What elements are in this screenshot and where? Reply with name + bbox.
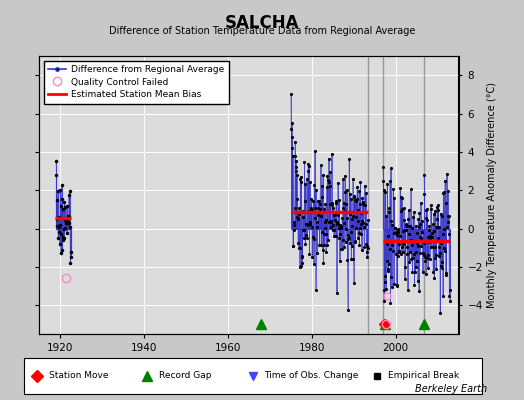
Text: Time of Obs. Change: Time of Obs. Change — [264, 372, 358, 380]
Text: Record Gap: Record Gap — [159, 372, 211, 380]
Text: Difference of Station Temperature Data from Regional Average: Difference of Station Temperature Data f… — [109, 26, 415, 36]
FancyBboxPatch shape — [24, 358, 482, 394]
Text: SALCHA: SALCHA — [225, 14, 299, 32]
Text: Station Move: Station Move — [49, 372, 108, 380]
Legend: Difference from Regional Average, Quality Control Failed, Estimated Station Mean: Difference from Regional Average, Qualit… — [44, 60, 228, 104]
Text: Berkeley Earth: Berkeley Earth — [415, 384, 487, 394]
Y-axis label: Monthly Temperature Anomaly Difference (°C): Monthly Temperature Anomaly Difference (… — [487, 82, 497, 308]
Text: Empirical Break: Empirical Break — [388, 372, 459, 380]
